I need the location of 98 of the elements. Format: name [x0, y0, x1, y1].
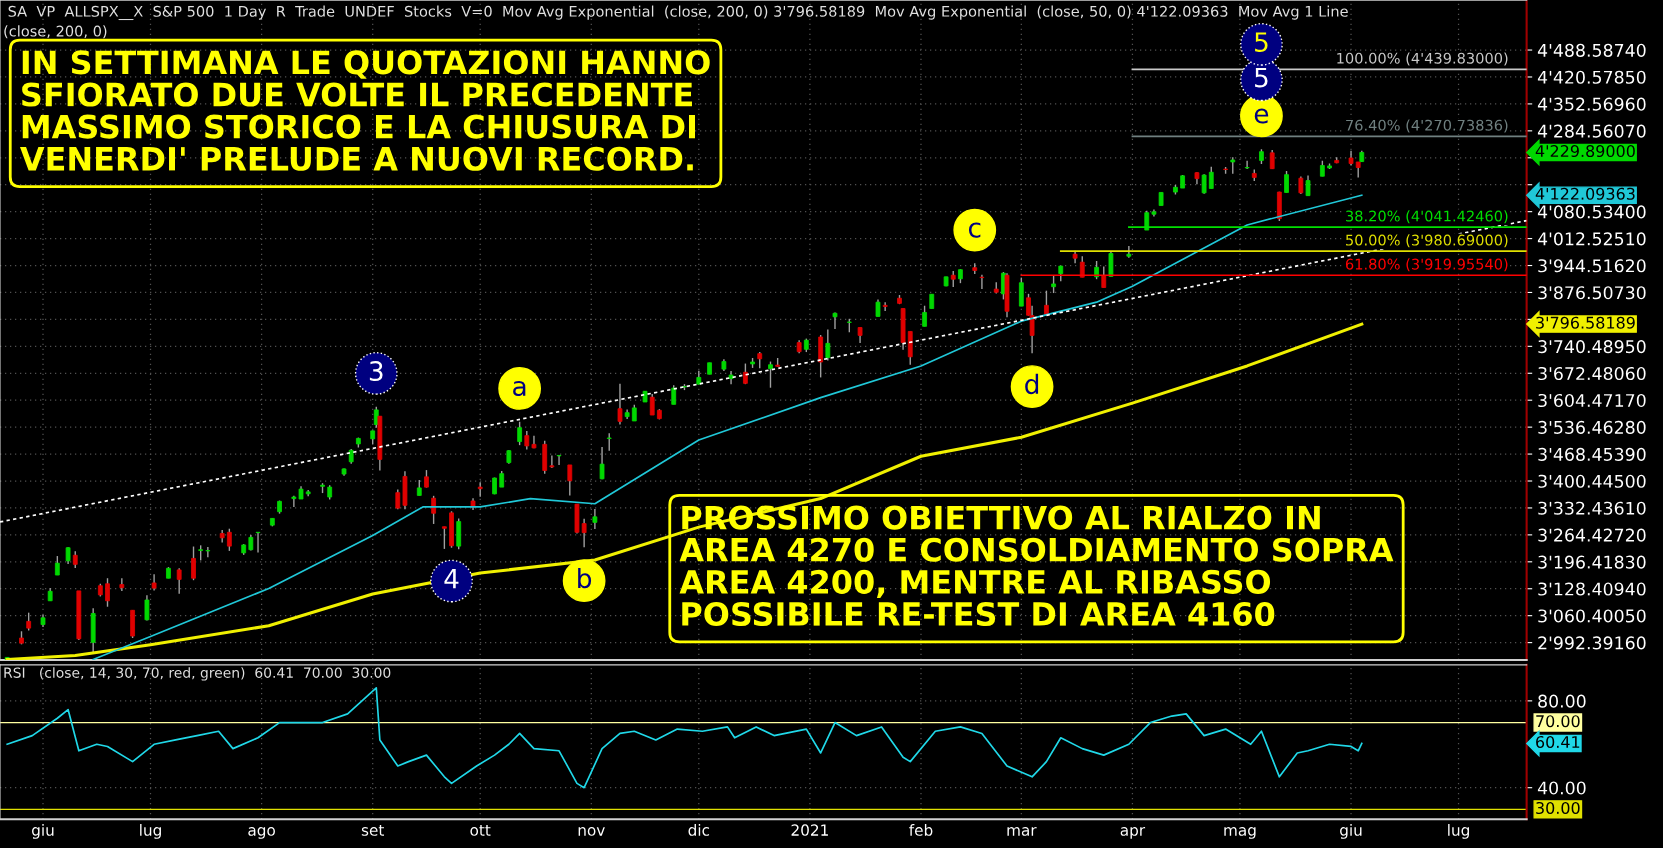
- x-tick-label: set: [361, 824, 385, 836]
- y-tick-label: 3'400.44500: [1538, 474, 1646, 488]
- y-tick-label: 3'944.51620: [1538, 259, 1646, 273]
- y-tick-label: 3'332.43610: [1538, 501, 1646, 515]
- y-tick-label: 3'264.42720: [1538, 528, 1646, 542]
- candlestick: [517, 421, 523, 446]
- candlestick: [599, 446, 605, 480]
- candlestick: [671, 384, 677, 406]
- x-tick-label: nov: [578, 827, 605, 836]
- annotation: 3: [369, 361, 383, 382]
- candlestick: [617, 383, 623, 426]
- annotation: 76.40% (4'270.73836): [1346, 119, 1508, 133]
- candlestick: [567, 464, 573, 497]
- x-tick-label: ago: [248, 827, 275, 839]
- text: 3'796.58189: [1536, 316, 1635, 329]
- y-tick-label: 3'468.45390: [1538, 447, 1646, 461]
- x-tick-label: giu: [1340, 824, 1362, 839]
- annotation: a: [513, 380, 526, 397]
- annotation: 4: [444, 569, 459, 589]
- y-tick-label: 4'284.56070: [1537, 124, 1646, 138]
- x-tick-label: mag: [1224, 827, 1256, 839]
- annotation: c: [968, 222, 981, 238]
- candlestick: [649, 393, 655, 416]
- y-tick-label: 40.00: [1537, 781, 1586, 795]
- y-tick-label: 3'128.40940: [1538, 582, 1646, 596]
- y-tick-label: 4'352.56960: [1537, 97, 1646, 111]
- annotation: RSI (close, 14, 30, 70, red, green) 60.41 70.00 30.00: [4, 667, 391, 681]
- candlestick: [549, 454, 555, 469]
- y-tick-label: 3'876.50730: [1538, 286, 1646, 300]
- candlestick: [979, 274, 985, 290]
- candlestick: [54, 555, 60, 576]
- annotation: 5: [1255, 32, 1268, 53]
- annotation: e: [1254, 108, 1269, 124]
- y-tick-label: 3'740.48950: [1538, 340, 1646, 354]
- candlestick: [1208, 166, 1214, 190]
- x-tick-label: giu: [32, 824, 54, 839]
- x-tick-label: lug: [140, 824, 161, 839]
- y-tick-label: 3'536.46280: [1538, 420, 1646, 434]
- candlestick: [922, 305, 927, 328]
- candlestick: [592, 508, 598, 530]
- candlestick: [431, 495, 437, 525]
- x-tick-label: feb: [909, 824, 933, 836]
- candlestick: [1108, 251, 1114, 278]
- y-tick-label: 3'672.48060: [1538, 366, 1646, 381]
- annotation: 5: [1255, 67, 1268, 88]
- candlestick: [1305, 174, 1311, 197]
- y-tick-label: 4'012.52510: [1537, 232, 1646, 246]
- candlestick: [1244, 160, 1250, 170]
- x-tick-label: 2021: [791, 824, 828, 836]
- candlestick: [441, 526, 447, 550]
- candlestick: [832, 311, 838, 330]
- annotation: 61.80% (3'919.95540): [1345, 258, 1508, 272]
- candlestick: [825, 328, 831, 362]
- text: 60.41: [1536, 735, 1580, 749]
- candlestick: [556, 454, 562, 466]
- annotation: b: [578, 567, 592, 589]
- y-tick-label: 4'488.58740: [1537, 43, 1646, 57]
- candlestick: [882, 301, 888, 312]
- line-series: [6, 687, 1363, 789]
- candlestick: [144, 594, 150, 622]
- candlestick: [768, 360, 773, 389]
- y-tick-label: 3'060.40050: [1538, 609, 1646, 623]
- y-tick-label: 2'992.39160: [1538, 636, 1646, 650]
- candlestick: [226, 528, 232, 552]
- x-tick-label: lug: [1448, 824, 1469, 839]
- candlestick: [119, 577, 125, 592]
- annotation: (close, 200, 0): [4, 25, 107, 39]
- ref-line-label: 70.00: [1536, 715, 1580, 728]
- candlestick: [105, 577, 110, 608]
- y-tick-label: 4'420.57850: [1537, 70, 1646, 84]
- candlestick: [191, 545, 196, 581]
- candlestick: [1018, 276, 1024, 307]
- annotation: 100.00% (4'439.83000): [1337, 52, 1508, 66]
- annotation: d: [1025, 373, 1039, 395]
- annotation: 50.00% (3'980.69000): [1346, 234, 1508, 248]
- y-tick-label: 80.00: [1538, 694, 1586, 708]
- y-tick-label: 3'604.47170: [1538, 393, 1646, 408]
- y-tick-label: 4'080.53400: [1537, 205, 1646, 219]
- candlestick: [1201, 173, 1207, 195]
- candlestick: [205, 546, 211, 558]
- annotation: IN SETTIMANA LE QUOTAZIONI HANNO SFIORATO DUE VOLTE IL PRECEDENTE MASSIMO STORICO E LA CHIUSURA DI VENERDI' PRELUDE A NUOVI RECORD.: [20, 50, 710, 171]
- x-tick-label: ott: [470, 824, 491, 836]
- annotation: SA VP ALLSPX__X S&P 500 1 Day R Trade UNDEF Stocks V=0 Mov Avg Exponential (close, 200, 0) 3'796.58189 Mov Avg Exponential (close, 50, 0) 4'122.09363 Mov Avg 1 Line: [8, 5, 1348, 21]
- annotation: 38.20% (4'041.42460): [1346, 210, 1508, 224]
- candlestick: [1101, 265, 1107, 289]
- candlestick: [176, 567, 182, 595]
- candlestick: [255, 531, 261, 554]
- x-tick-label: dic: [688, 824, 710, 836]
- y-tick-label: 3'196.41830: [1538, 555, 1646, 569]
- x-tick-label: apr: [1120, 827, 1146, 839]
- candlestick: [1284, 170, 1289, 194]
- ref-line-label: 30.00: [1536, 801, 1580, 815]
- candlestick: [291, 495, 297, 508]
- x-tick-label: mar: [1007, 827, 1037, 836]
- candlestick: [524, 430, 530, 451]
- text: 4'229.89000: [1535, 145, 1635, 158]
- candlestick: [581, 518, 587, 549]
- text: 4'122.09363: [1535, 187, 1635, 200]
